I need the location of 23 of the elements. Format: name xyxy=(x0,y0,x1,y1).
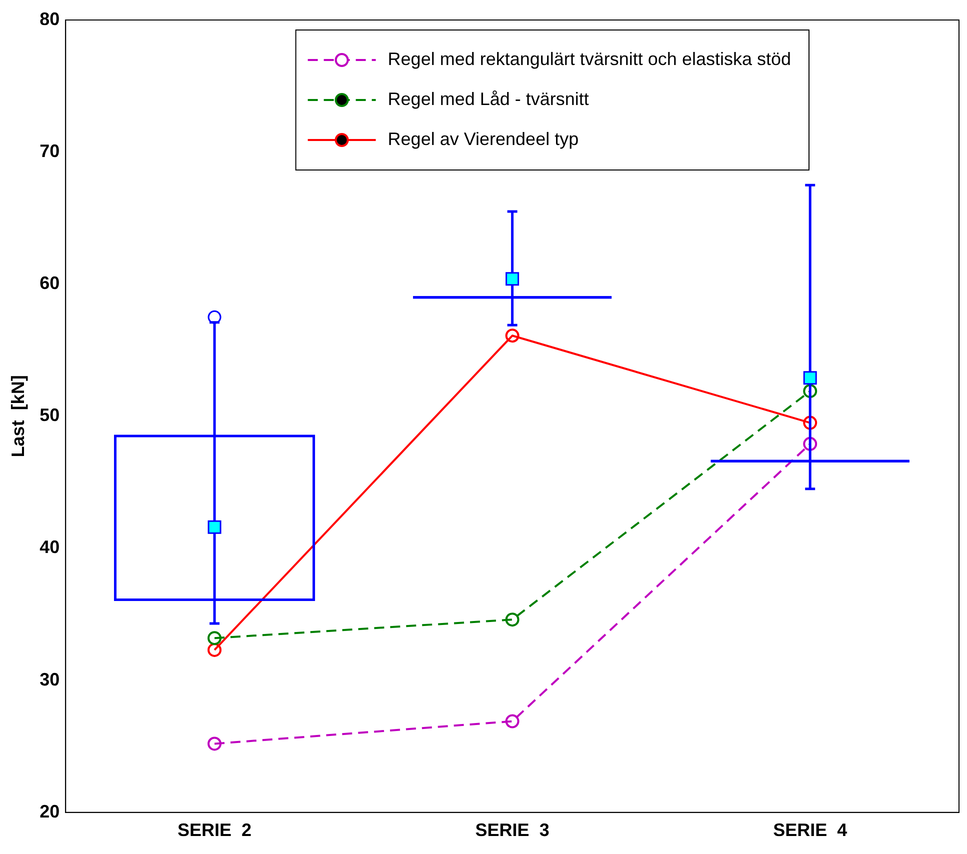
y-tick-label: 40 xyxy=(40,537,60,558)
y-axis-title: Last [kN] xyxy=(8,375,28,458)
legend-label: Regel med Låd - tvärsnitt xyxy=(388,88,589,109)
point xyxy=(505,714,520,728)
point xyxy=(803,416,818,430)
y-tick-label: 20 xyxy=(40,801,60,822)
legend-label: Regel med rektangulärt tvärsnitt och elastiska stöd xyxy=(388,48,792,69)
point xyxy=(208,736,222,751)
point xyxy=(505,328,520,343)
y-tick-label: 30 xyxy=(40,669,60,690)
y-tick-label: 60 xyxy=(40,273,60,294)
point xyxy=(208,631,222,646)
legend-label: Regel av Vierendeel typ xyxy=(388,128,579,149)
point xyxy=(803,436,818,451)
x-tick-label: SERIE 2 xyxy=(178,820,252,840)
point xyxy=(505,612,520,627)
x-tick-label: SERIE 4 xyxy=(773,820,848,840)
y-tick-label: 70 xyxy=(40,141,60,162)
point xyxy=(208,642,222,657)
y-tick-label: 80 xyxy=(40,8,60,29)
y-tick-label: 50 xyxy=(40,405,60,426)
point xyxy=(803,384,818,398)
x-tick-label: SERIE 3 xyxy=(475,820,550,840)
